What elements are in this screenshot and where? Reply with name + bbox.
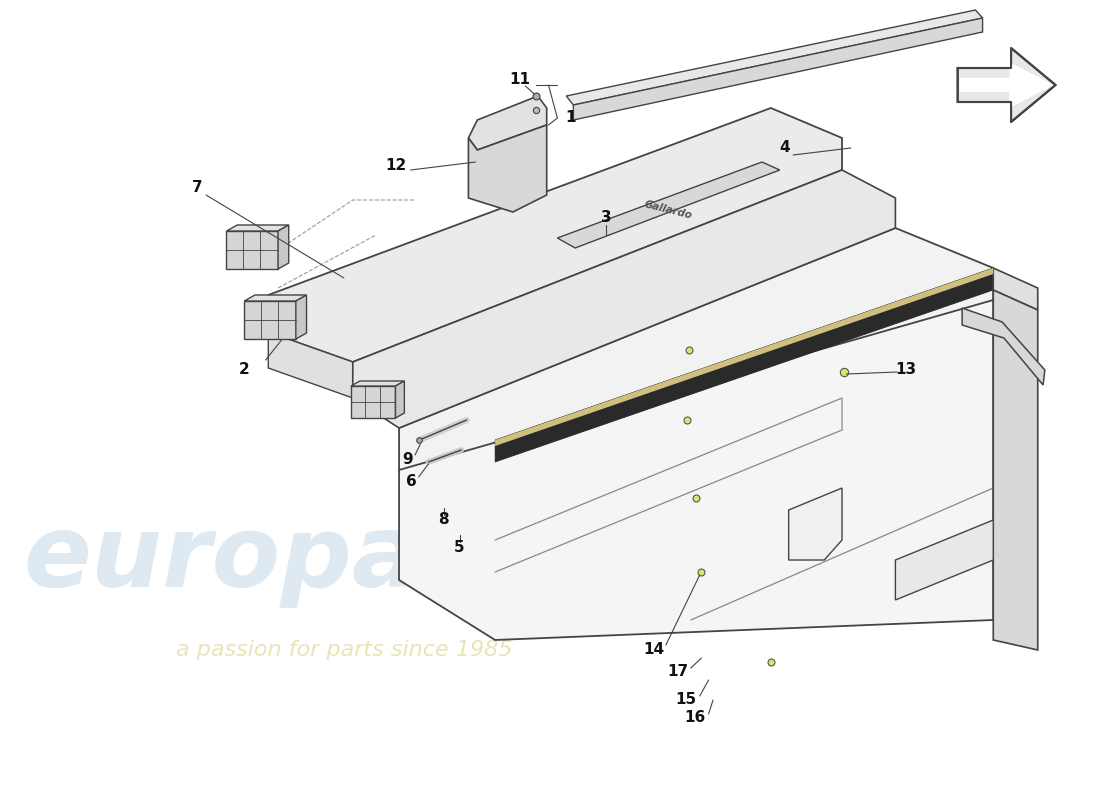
Text: 3: 3 [601, 210, 612, 226]
Text: 2: 2 [239, 362, 250, 378]
Text: 11: 11 [509, 73, 530, 87]
Text: 5: 5 [454, 541, 465, 555]
Polygon shape [296, 295, 307, 339]
Polygon shape [495, 268, 993, 446]
Text: 7: 7 [191, 181, 202, 195]
Polygon shape [959, 62, 1054, 108]
Polygon shape [244, 295, 307, 301]
Polygon shape [351, 386, 396, 418]
Text: 4: 4 [779, 141, 790, 155]
Text: 12: 12 [385, 158, 406, 174]
Polygon shape [278, 225, 288, 269]
Polygon shape [227, 231, 278, 269]
Polygon shape [993, 268, 1037, 310]
Polygon shape [495, 268, 993, 462]
Polygon shape [993, 290, 1037, 650]
Text: 8: 8 [438, 513, 449, 527]
Polygon shape [566, 10, 982, 105]
Text: 16: 16 [684, 710, 706, 726]
Polygon shape [962, 308, 1045, 385]
Polygon shape [351, 381, 405, 386]
Polygon shape [399, 228, 993, 510]
Polygon shape [895, 520, 993, 600]
Text: 1: 1 [565, 110, 576, 126]
Polygon shape [789, 488, 842, 560]
Polygon shape [573, 18, 982, 120]
Polygon shape [396, 381, 405, 418]
Polygon shape [268, 332, 353, 398]
Polygon shape [958, 48, 1056, 122]
Text: a passion for parts since 1985: a passion for parts since 1985 [176, 640, 513, 660]
Polygon shape [244, 301, 296, 339]
Polygon shape [469, 96, 547, 150]
Text: 13: 13 [895, 362, 916, 378]
Text: 6: 6 [406, 474, 417, 490]
Polygon shape [469, 125, 547, 212]
Text: europarts: europarts [23, 511, 576, 609]
Text: 9: 9 [403, 453, 414, 467]
Text: 15: 15 [675, 693, 697, 707]
Polygon shape [399, 300, 993, 640]
Text: Gallardo: Gallardo [644, 199, 694, 221]
Polygon shape [227, 225, 288, 231]
Text: 17: 17 [667, 665, 688, 679]
Polygon shape [268, 108, 842, 362]
Polygon shape [353, 170, 895, 428]
Polygon shape [558, 162, 780, 248]
Text: 14: 14 [642, 642, 664, 658]
